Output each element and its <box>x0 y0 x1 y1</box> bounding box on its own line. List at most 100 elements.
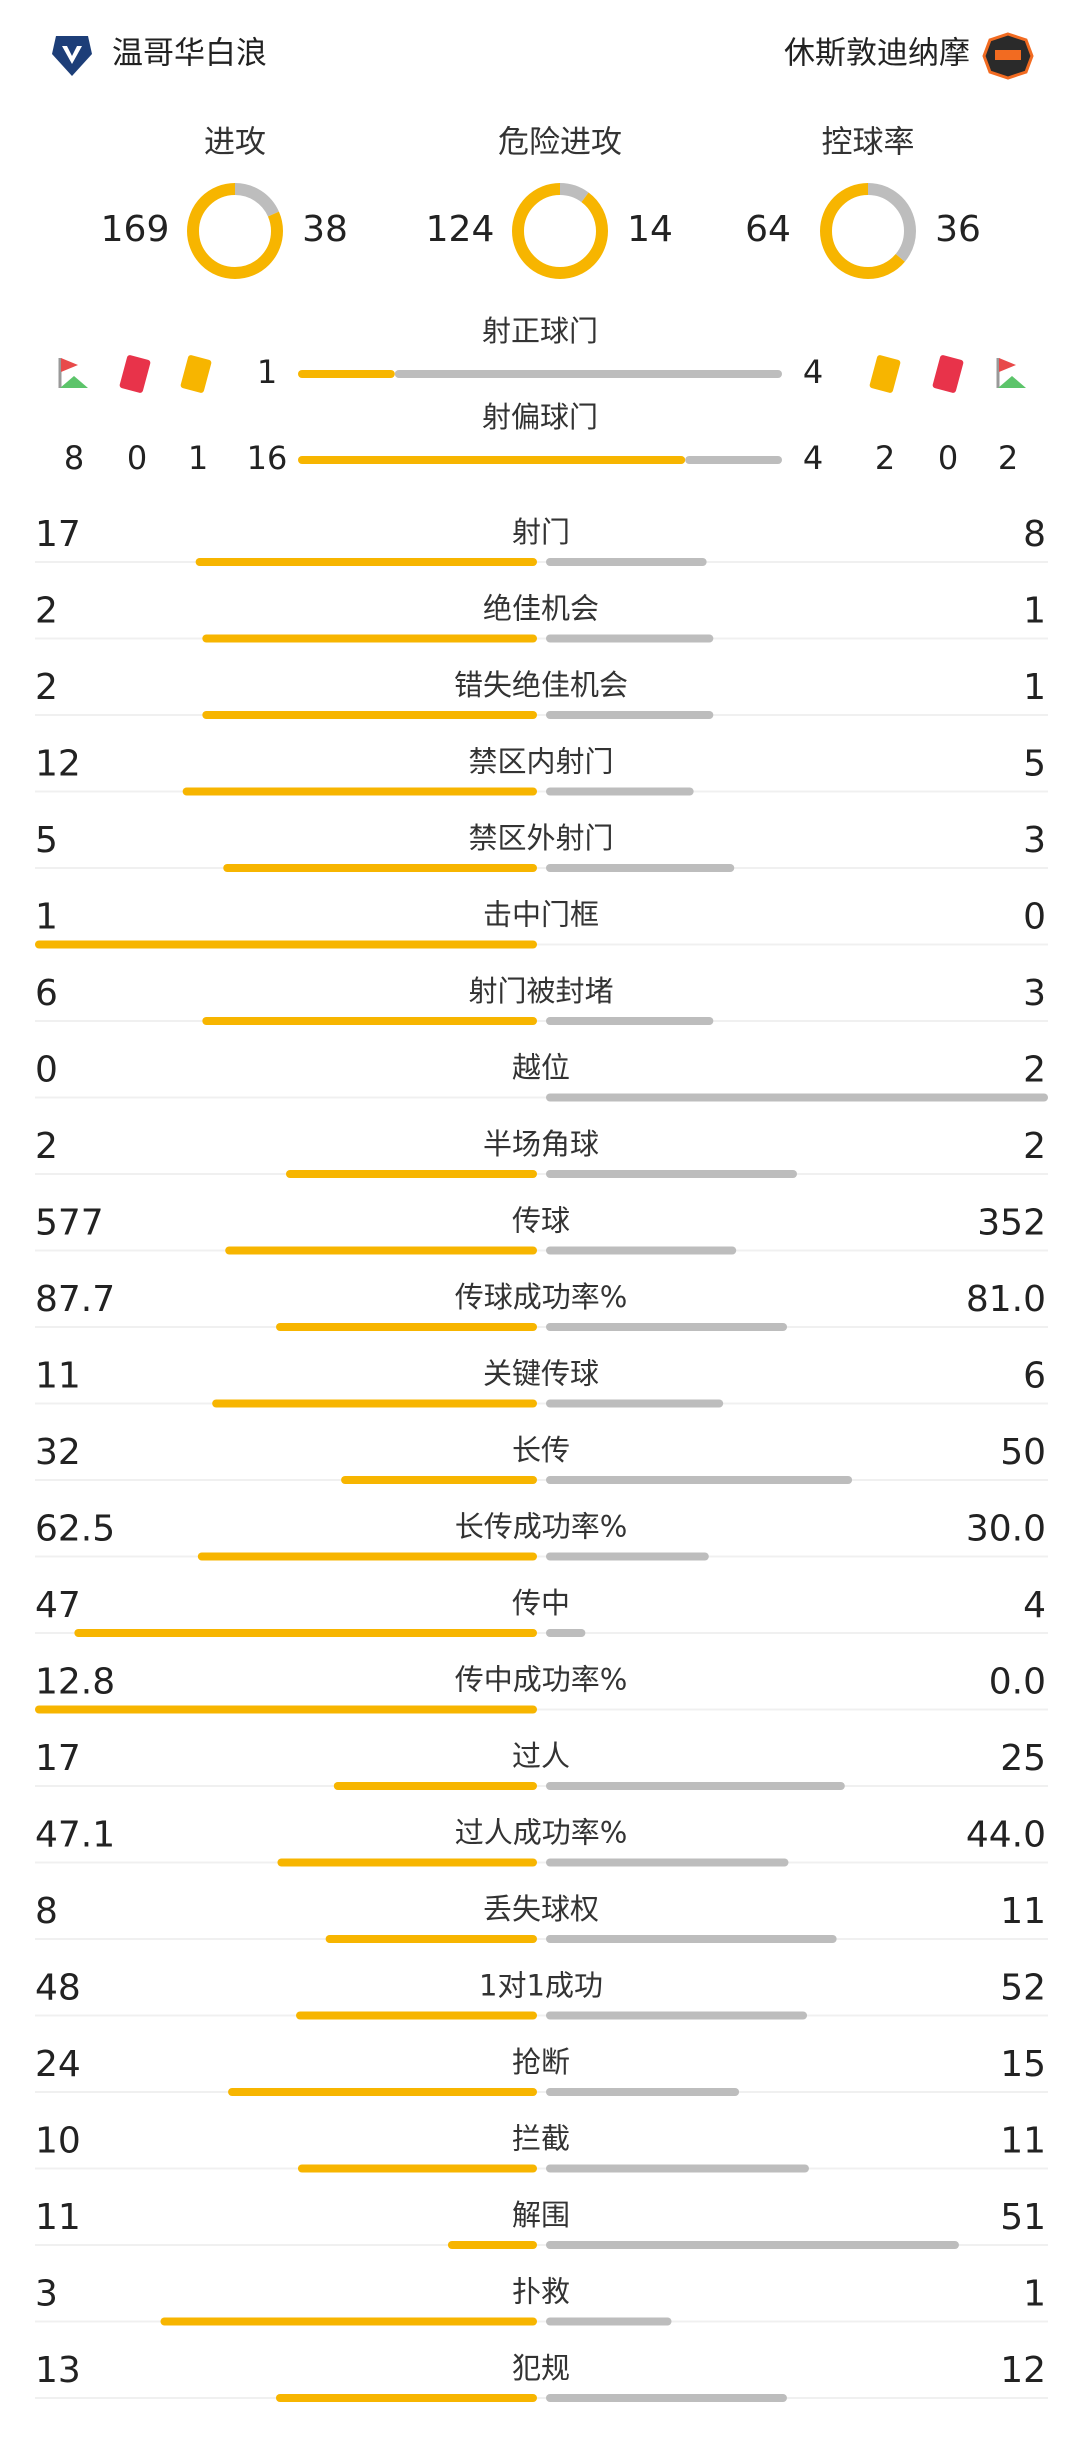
discipline-count: 2 <box>875 439 895 477</box>
stat-home: 12.8 <box>35 1662 115 1703</box>
shots-home: 16 <box>247 439 288 477</box>
stat-home: 62.5 <box>35 1509 115 1550</box>
stat-home: 2 <box>35 1126 58 1167</box>
discipline-count: 8 <box>64 439 84 477</box>
track <box>35 1938 1048 1940</box>
donut-home <box>512 183 608 279</box>
stat-home: 10 <box>35 2121 81 2162</box>
stat-home: 1 <box>35 897 58 938</box>
stat-home: 47.1 <box>35 1815 115 1856</box>
stat-away: 11 <box>1000 2121 1046 2162</box>
stat-home: 11 <box>35 2197 81 2238</box>
stat-label: 长传 <box>512 1433 570 1467</box>
stat-label: 长传成功率% <box>455 1510 628 1544</box>
away-bar <box>546 634 714 643</box>
stat-away: 4 <box>1023 1585 1046 1626</box>
track <box>35 1020 1048 1022</box>
home-bar <box>286 1170 537 1178</box>
stat-away: 3 <box>1023 973 1046 1014</box>
stat-home: 13 <box>35 2350 81 2391</box>
stat-away: 25 <box>1000 1738 1046 1779</box>
stat-home: 5 <box>35 820 58 861</box>
stat-away: 352 <box>977 1203 1046 1244</box>
shots-home: 1 <box>257 353 277 391</box>
summary-home: 169 <box>101 209 170 250</box>
away-bar <box>546 1629 586 1637</box>
summary-away: 14 <box>627 209 673 250</box>
stat-label: 过人 <box>512 1739 570 1773</box>
away-bar <box>546 2011 808 2020</box>
track <box>35 1249 1048 1252</box>
stat-away: 1 <box>1023 667 1046 708</box>
stat-away: 51 <box>1000 2197 1046 2238</box>
stat-label: 丢失球权 <box>483 1892 599 1926</box>
stat-label: 1对1成功 <box>479 1969 603 2003</box>
away-bar <box>546 1246 737 1255</box>
flag-field <box>998 376 1026 388</box>
home-bar <box>195 558 537 566</box>
stat-label: 传中成功率% <box>455 1663 628 1697</box>
summary-home: 64 <box>745 209 791 250</box>
summary-away: 36 <box>935 209 981 250</box>
stat-away: 12 <box>1000 2350 1046 2391</box>
stat-home: 12 <box>35 744 81 785</box>
red-icon <box>932 355 964 393</box>
stat-away: 3 <box>1023 820 1046 861</box>
stat-away: 50 <box>1000 1432 1046 1473</box>
track <box>35 561 1048 563</box>
home-bar <box>160 2317 537 2326</box>
stat-home: 47 <box>35 1585 81 1626</box>
stat-label: 禁区内射门 <box>468 745 613 779</box>
stat-label: 错失绝佳机会 <box>454 668 628 702</box>
red-icon <box>119 355 151 393</box>
away-bar <box>546 1093 1048 1102</box>
summary-label: 控球率 <box>822 125 915 161</box>
stat-away: 0 <box>1023 897 1046 938</box>
stat-away: 5 <box>1023 744 1046 785</box>
home-team: 温哥华白浪 <box>112 36 267 72</box>
stat-label: 射门被封堵 <box>468 974 613 1008</box>
yellow-icon <box>180 355 212 393</box>
track <box>35 637 1048 640</box>
home-logo <box>52 36 92 76</box>
home-bar <box>277 1858 537 1867</box>
stat-label: 越位 <box>512 1051 570 1085</box>
stat-away: 6 <box>1023 1356 1046 1397</box>
donut-home <box>820 183 916 279</box>
shots-home-bar <box>298 456 686 464</box>
flag <box>61 358 78 372</box>
track <box>35 867 1048 869</box>
track <box>35 1326 1048 1328</box>
stat-label: 过人成功率% <box>455 1816 628 1850</box>
home-bar <box>74 1629 537 1637</box>
stat-away: 30.0 <box>966 1509 1046 1550</box>
stat-label: 传球成功率% <box>455 1280 628 1314</box>
away-bar <box>546 1399 724 1408</box>
stat-away: 0.0 <box>989 1662 1046 1703</box>
away-bar <box>546 2088 740 2096</box>
stat-away: 8 <box>1023 514 1046 555</box>
stat-label: 传球 <box>512 1204 570 1238</box>
stat-home: 0 <box>35 1050 58 1091</box>
away-bar <box>546 1017 714 1025</box>
flag-field <box>60 376 88 388</box>
away-bar <box>546 1858 789 1867</box>
track <box>35 2091 1048 2093</box>
away-bar <box>546 1552 709 1561</box>
home-bar <box>296 2011 537 2020</box>
away-bar <box>546 2317 672 2326</box>
track <box>35 1632 1048 1634</box>
track <box>35 2167 1048 2170</box>
stat-home: 3 <box>35 2274 58 2315</box>
track <box>35 790 1048 793</box>
summary-label: 进攻 <box>204 125 266 161</box>
stat-away: 15 <box>1000 2044 1046 2085</box>
stat-label: 半场角球 <box>483 1127 599 1161</box>
track <box>35 2014 1048 2017</box>
track <box>35 1096 1048 1099</box>
stat-away: 1 <box>1023 591 1046 632</box>
track <box>35 1861 1048 1864</box>
home-bar <box>225 1246 537 1255</box>
away-bar <box>546 787 694 796</box>
